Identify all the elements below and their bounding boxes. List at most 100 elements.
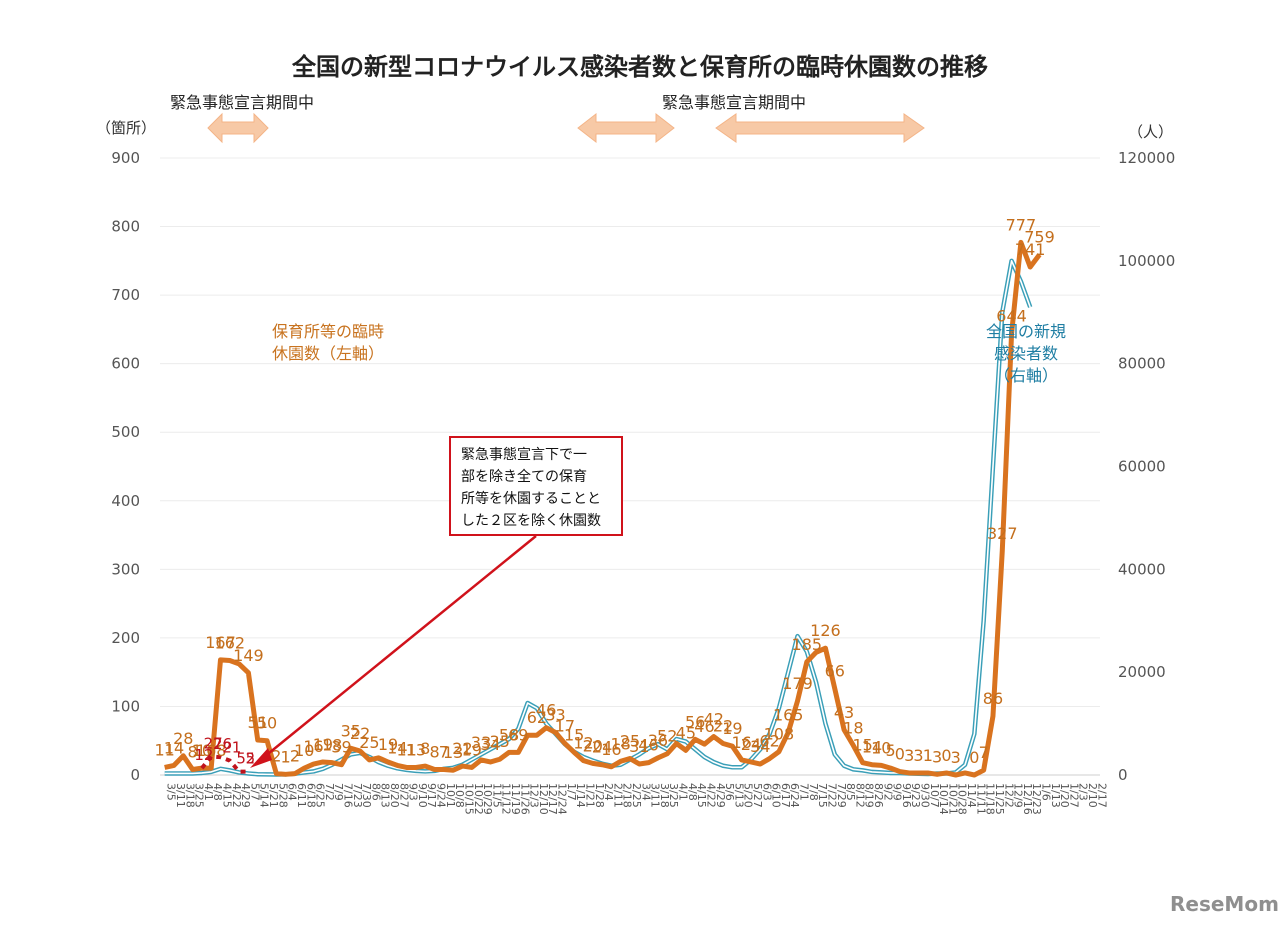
x-tick: 2/25 (630, 783, 643, 808)
x-tick: 7/15 (816, 783, 829, 808)
x-tick: 8/13 (379, 783, 392, 808)
data-label: 168 (196, 741, 227, 760)
data-label: 58 (499, 725, 519, 744)
data-label: 25 (359, 733, 379, 752)
data-label: 16 (732, 733, 752, 752)
callout-box (449, 436, 623, 536)
x-tick: 4/1 (677, 783, 690, 801)
x-tick: 8/26 (872, 783, 885, 808)
x-tick: 6/4 (286, 783, 299, 801)
y-right-tick: 60000 (1118, 458, 1166, 476)
y-left-tick: 300 (111, 560, 140, 578)
x-tick: 8/20 (388, 783, 401, 808)
data-label: 22 (350, 724, 370, 743)
data-label: 162 (215, 634, 246, 653)
emergency-arrow-3 (715, 113, 925, 143)
x-tick: 9/10 (416, 783, 429, 808)
data-label: 35 (490, 732, 510, 751)
data-label: 0 (895, 745, 905, 764)
x-tick: 4/8 (211, 783, 224, 801)
data-label: 16 (303, 737, 323, 756)
data-label: 0 (941, 746, 951, 765)
y-left-tick: 500 (111, 423, 140, 441)
x-tick: 7/30 (360, 783, 373, 808)
x-tick: 9/9 (891, 783, 904, 801)
data-label: 52 (657, 727, 677, 746)
x-tick: 9/3 (407, 783, 420, 801)
data-label: 25 (620, 732, 640, 751)
x-tick: 10/21 (946, 783, 959, 815)
x-tick: 5/7 (248, 783, 261, 801)
x-tick: 6/25 (314, 783, 327, 808)
x-tick: 11/19 (509, 783, 522, 815)
x-tick: 5/28 (276, 783, 289, 808)
data-label: 741 (1015, 240, 1046, 259)
x-tick: 5/27 (751, 783, 764, 808)
red-data-label: 5 (246, 750, 256, 768)
x-tick: 10/15 (462, 783, 475, 815)
series-line-closures (164, 239, 1042, 778)
callout-arrowhead (250, 748, 272, 768)
x-tick: 4/15 (220, 783, 233, 808)
y-right-tick: 40000 (1118, 560, 1166, 578)
data-label: 69 (508, 725, 528, 744)
x-tick: 11/25 (993, 783, 1006, 815)
data-label: 36 (648, 731, 668, 750)
red-data-label: 2 (246, 750, 256, 768)
x-tick: 4/22 (704, 783, 717, 808)
data-label: 19 (462, 740, 482, 759)
x-tick: 10/28 (956, 783, 969, 815)
x-tick: 12/24 (556, 783, 569, 815)
data-label: 185 (792, 635, 823, 654)
data-label: 14 (862, 738, 882, 757)
x-tick: 5/6 (723, 783, 736, 801)
callout-text-line: 緊急事態宣言下で一 (461, 447, 587, 463)
data-label: 0 (969, 748, 979, 767)
data-label: 2 (271, 747, 281, 766)
y-left-unit: （箇所） (96, 119, 156, 137)
data-label: 33 (545, 705, 565, 724)
data-label: 46 (536, 701, 556, 720)
x-tick: 10/14 (937, 783, 950, 815)
y-left-tick: 100 (111, 697, 140, 715)
x-tick: 6/18 (304, 783, 317, 808)
x-tick: 3/11 (174, 783, 187, 808)
data-label: 19 (378, 735, 398, 754)
y-left-tick: 200 (111, 629, 140, 647)
data-label: 33 (471, 733, 491, 752)
x-tick: 1/14 (574, 783, 587, 808)
x-tick: 9/17 (425, 783, 438, 808)
data-label: 8 (420, 739, 430, 758)
y-right-tick: 100000 (1118, 252, 1175, 270)
data-label: 1 (923, 746, 933, 765)
x-tick: 5/21 (267, 783, 280, 808)
x-tick: 6/17 (779, 783, 792, 808)
x-tick: 10/7 (928, 783, 941, 808)
data-label: 10 (192, 741, 212, 760)
data-label: 2 (290, 747, 300, 766)
red-data-label: 21 (222, 739, 241, 757)
data-label: 20 (583, 736, 603, 755)
x-tick: 7/29 (835, 783, 848, 808)
data-label: 31 (629, 737, 649, 756)
data-label: 19 (313, 735, 333, 754)
data-label: 5 (886, 741, 896, 760)
data-label: 13 (443, 743, 463, 762)
data-label: 15 (852, 736, 872, 755)
red-data-label: 27 (204, 734, 223, 752)
x-tick: 1/13 (1049, 783, 1062, 808)
x-tick: 10/8 (453, 783, 466, 808)
blue-series-label-line: （右軸） (994, 366, 1058, 385)
brand-logo: ReseMom (1170, 892, 1279, 916)
x-tick: 11/5 (490, 783, 503, 808)
x-axis: 3/53/113/183/254/14/84/154/224/295/75/14… (160, 774, 1108, 815)
y-left-tick: 600 (111, 355, 140, 373)
x-tick: 6/3 (760, 783, 773, 801)
x-tick: 4/1 (202, 783, 215, 801)
x-tick: 7/22 (825, 783, 838, 808)
data-label: 46 (694, 717, 714, 736)
x-tick: 9/24 (435, 783, 448, 808)
data-label: 3 (913, 746, 923, 765)
